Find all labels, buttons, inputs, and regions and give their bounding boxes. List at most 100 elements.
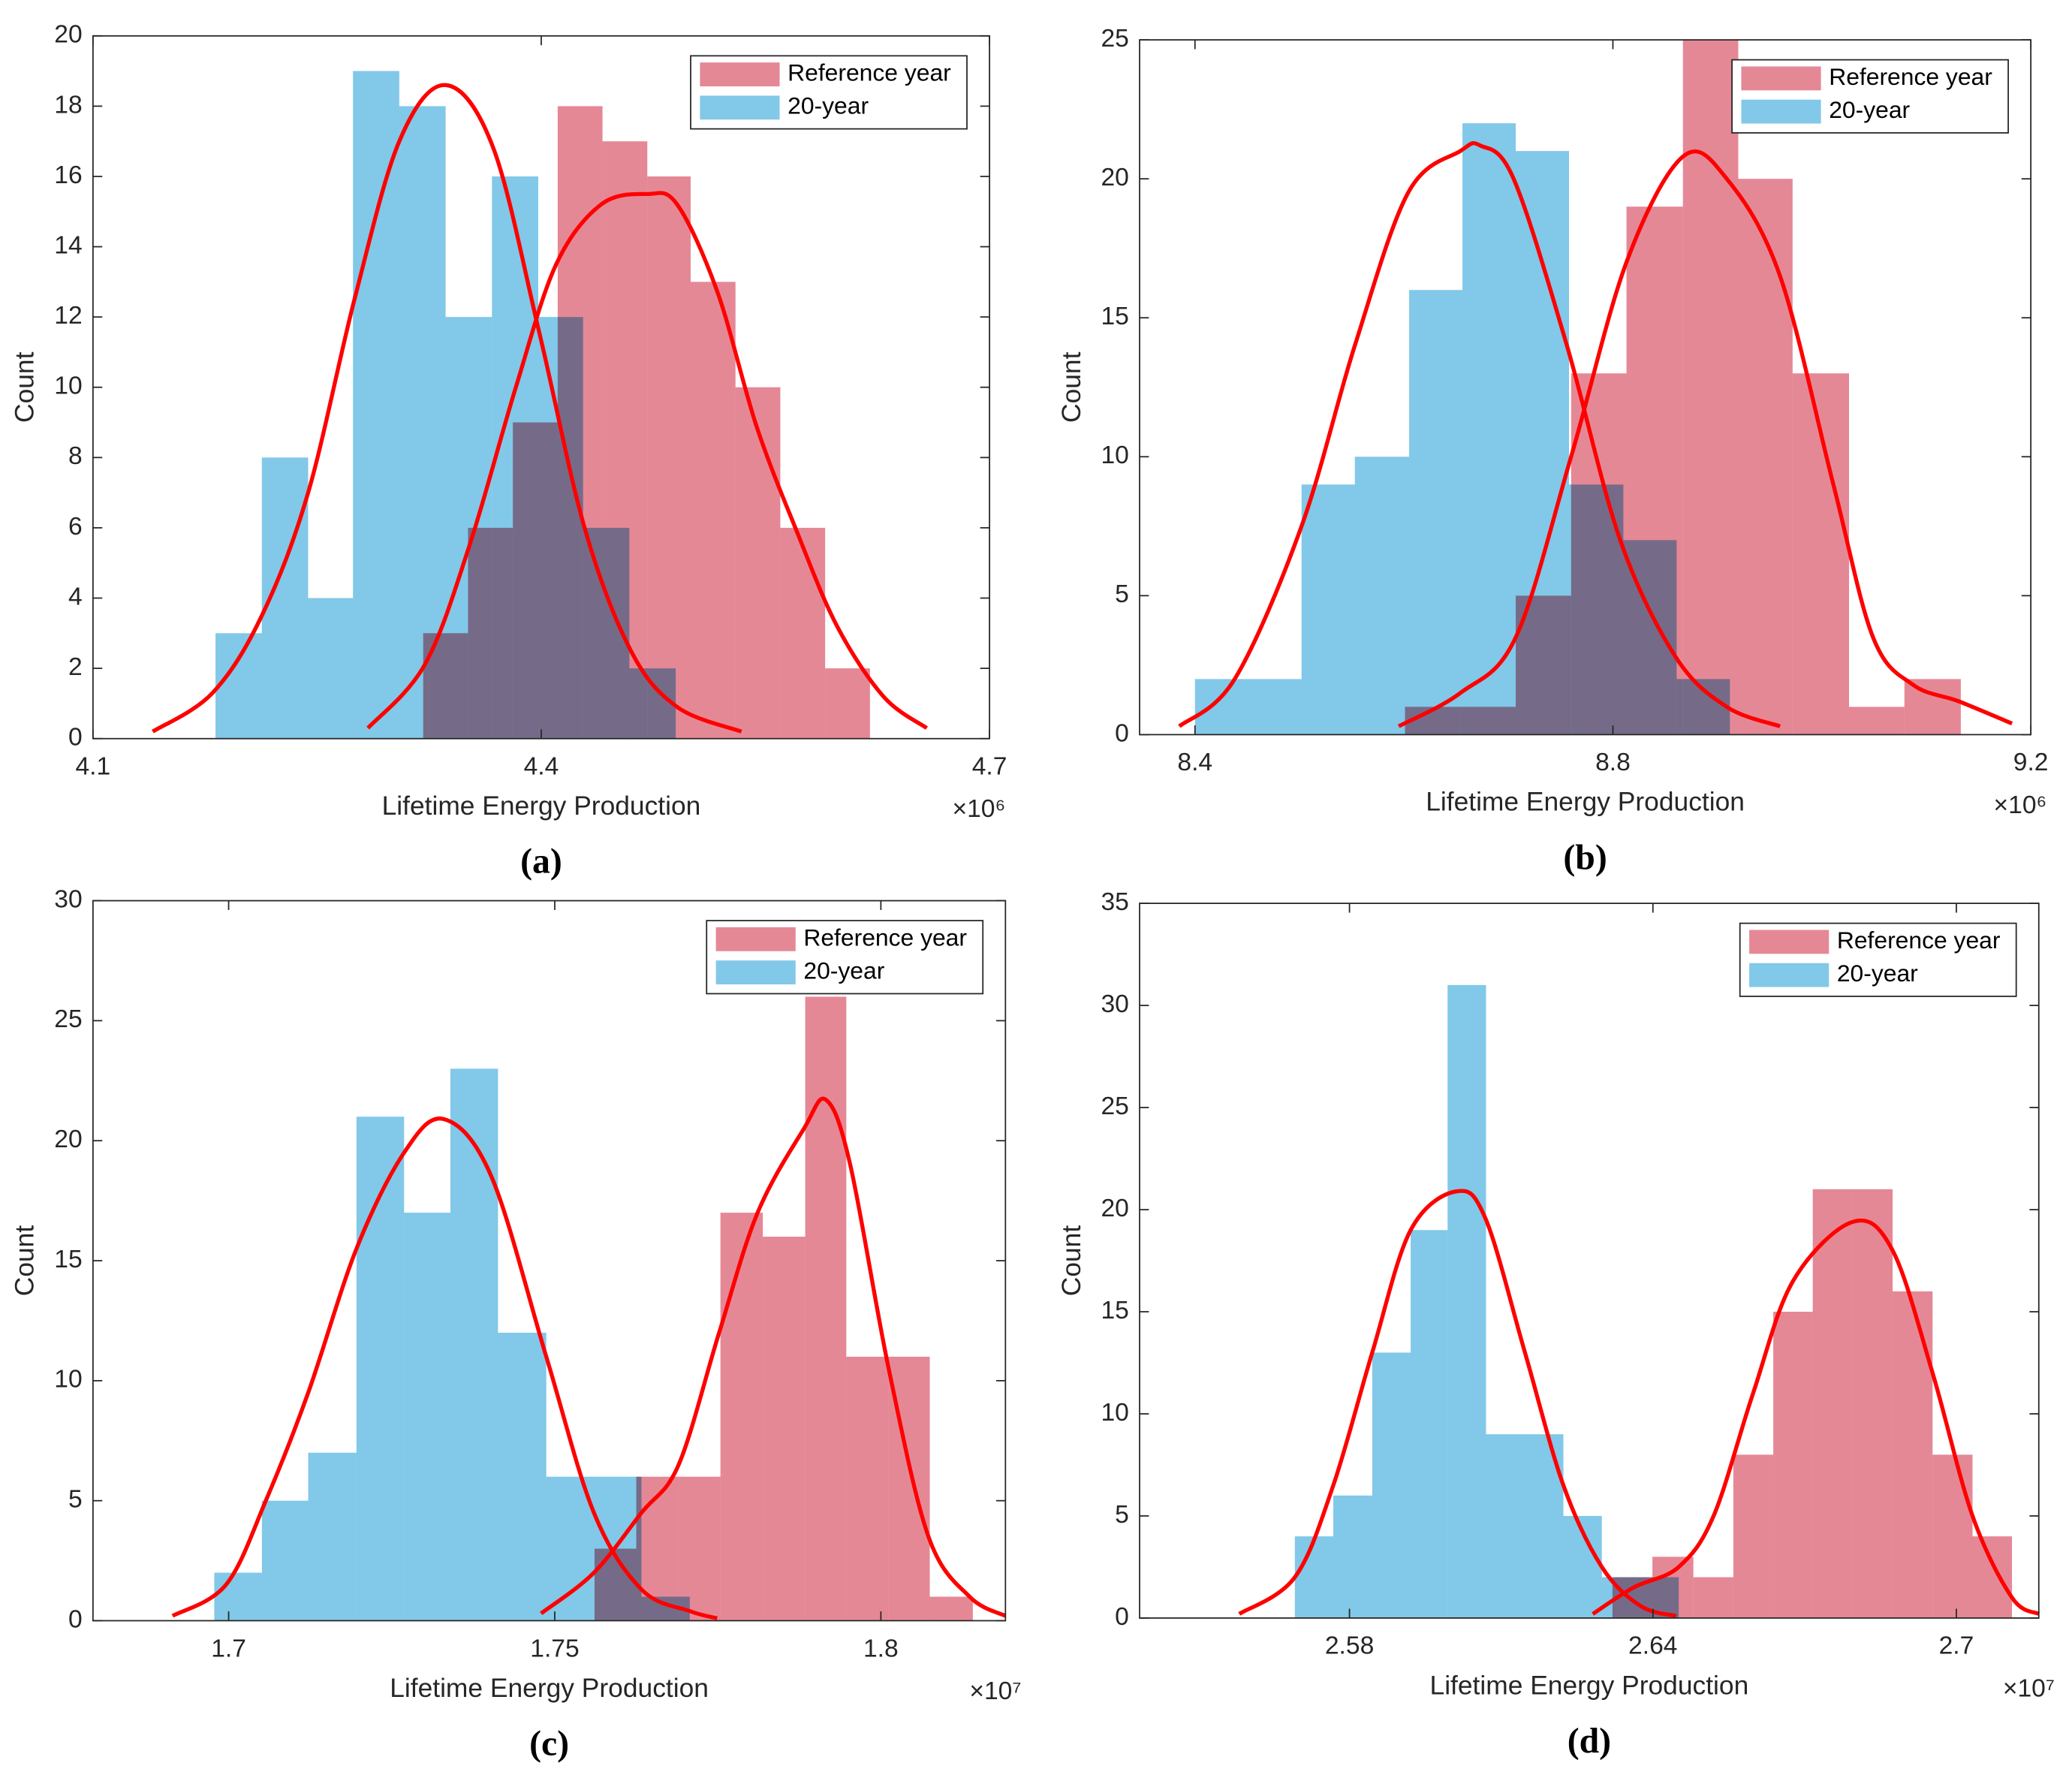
legend-swatch [715, 927, 796, 951]
histogram-bar [679, 1476, 721, 1621]
legend-label: 20-year [1837, 960, 1918, 987]
legend-swatch [1749, 930, 1830, 954]
histogram-bar [1248, 679, 1302, 735]
histogram-bar [498, 1332, 547, 1621]
y-tick-label: 2 [68, 653, 83, 681]
histogram-bar [1812, 1189, 1853, 1618]
histogram-bar [1733, 1454, 1774, 1618]
histogram-bar [805, 996, 847, 1621]
y-tick-label: 30 [1101, 990, 1128, 1018]
histogram-bar [647, 176, 691, 739]
histogram-bar [215, 633, 262, 739]
histogram-bar [636, 1476, 679, 1621]
histogram-bar [1932, 1454, 1973, 1618]
histogram-bar [780, 527, 826, 739]
y-tick-label: 10 [1101, 1399, 1128, 1427]
x-tick-label: 1.8 [863, 1635, 899, 1662]
fit-curve [1178, 140, 1781, 728]
y-tick-label: 5 [68, 1486, 83, 1514]
y-axis-label: Count [11, 351, 40, 423]
histogram-bar [1571, 373, 1627, 735]
fit-curve [152, 83, 742, 734]
legend-swatch [700, 95, 780, 120]
y-tick-label: 35 [1101, 888, 1128, 916]
histogram-bar [594, 1548, 637, 1621]
y-tick-label: 8 [68, 442, 83, 470]
x-tick-label: 4.4 [524, 753, 559, 781]
y-tick-label: 15 [1101, 303, 1128, 330]
legend-label: Reference year [1837, 927, 2001, 954]
y-axis-label: Count [1057, 1225, 1086, 1297]
x-tick-label: 2.7 [1939, 1632, 1974, 1660]
x-tick-label: 8.8 [1595, 749, 1631, 776]
histogram-bar [1354, 457, 1410, 735]
y-tick-label: 0 [1115, 719, 1129, 747]
histogram-bar [468, 527, 513, 739]
histogram-bar [308, 1452, 357, 1621]
legend-swatch [700, 62, 780, 87]
histogram-bar [353, 71, 399, 739]
legend-swatch [715, 960, 796, 985]
histogram-bar [1411, 1230, 1448, 1618]
histogram-bar [1372, 1352, 1411, 1618]
legend-swatch [1741, 99, 1821, 124]
x-axis-label: Lifetime Energy Production [1430, 1671, 1749, 1700]
panel-label: (b) [1563, 837, 1607, 877]
y-tick-label: 0 [68, 724, 83, 752]
y-tick-label: 20 [1101, 164, 1128, 191]
y-tick-label: 10 [54, 372, 82, 400]
histogram-bar [1738, 179, 1793, 735]
y-tick-label: 10 [54, 1366, 82, 1394]
axes-box [1139, 39, 2032, 736]
histogram-bar [1773, 1312, 1813, 1618]
histogram-bar [1848, 707, 1905, 735]
histogram-bar [691, 282, 736, 739]
x-axis-label: Lifetime Energy Production [382, 791, 701, 821]
x-axis-label: Lifetime Energy Production [1426, 788, 1745, 817]
y-tick-label: 0 [1115, 1603, 1129, 1631]
histogram-bar [557, 106, 603, 739]
panel-label: (c) [529, 1724, 569, 1764]
histogram-bar [1893, 1291, 1933, 1618]
histogram-bar [423, 633, 468, 739]
histogram-bar [513, 422, 558, 739]
histogram-bar [356, 1117, 405, 1621]
histogram-bar [929, 1596, 973, 1621]
histogram-bar [261, 1500, 309, 1621]
y-tick-label: 5 [1115, 580, 1129, 608]
x-tick-label: 2.64 [1628, 1632, 1677, 1660]
y-tick-label: 12 [54, 302, 82, 330]
x-axis-label: Lifetime Energy Production [390, 1674, 709, 1703]
histogram-bar [825, 668, 870, 739]
histogram-bar [450, 1068, 498, 1621]
y-tick-label: 10 [1101, 441, 1128, 469]
x-tick-label: 4.1 [75, 753, 110, 781]
y-tick-label: 6 [68, 513, 83, 541]
axes-box [1139, 903, 2040, 1619]
y-tick-label: 25 [1101, 25, 1128, 53]
x-tick-label: 8.4 [1177, 749, 1212, 776]
histogram-bar [1972, 1536, 2013, 1618]
panel-label: (d) [1568, 1721, 1611, 1761]
y-axis-label: Count [11, 1225, 40, 1297]
legend-label: 20-year [1829, 96, 1910, 123]
histogram-bar [1852, 1189, 1893, 1618]
histogram-bar [1194, 679, 1248, 735]
x-tick-label: 4.7 [972, 753, 1007, 781]
histogram-bar [1409, 290, 1463, 735]
legend-label: 20-year [788, 92, 869, 119]
y-tick-label: 30 [54, 885, 82, 913]
y-tick-label: 25 [1101, 1092, 1128, 1120]
fit-curve [171, 1116, 718, 1620]
histogram-bar [546, 1476, 595, 1621]
y-tick-label: 15 [54, 1246, 82, 1273]
histogram-bar [1447, 984, 1486, 1618]
x-multiplier: ×10⁷ [969, 1677, 1021, 1705]
y-tick-label: 16 [54, 161, 82, 189]
x-multiplier: ×10⁶ [1994, 791, 2047, 819]
legend-label: Reference year [803, 924, 967, 951]
legend-swatch [1749, 963, 1830, 987]
histogram-bar [720, 1213, 763, 1621]
legend-label: 20-year [803, 957, 884, 984]
histogram-bar [1693, 1577, 1733, 1618]
